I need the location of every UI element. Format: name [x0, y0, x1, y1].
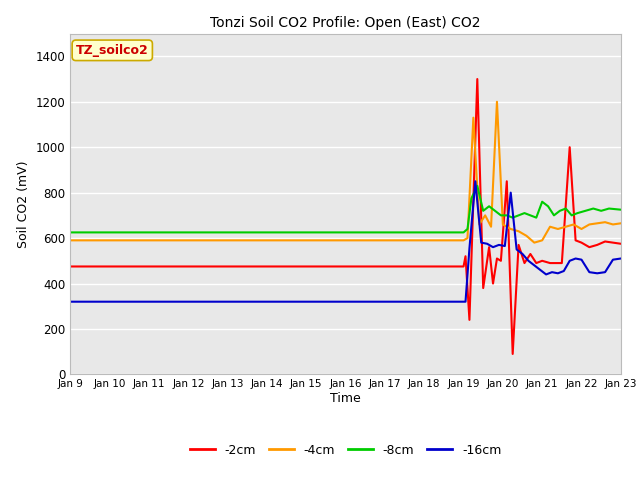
Y-axis label: Soil CO2 (mV): Soil CO2 (mV) [17, 160, 30, 248]
Text: TZ_soilco2: TZ_soilco2 [76, 44, 148, 57]
Title: Tonzi Soil CO2 Profile: Open (East) CO2: Tonzi Soil CO2 Profile: Open (East) CO2 [211, 16, 481, 30]
Legend: -2cm, -4cm, -8cm, -16cm: -2cm, -4cm, -8cm, -16cm [185, 439, 506, 462]
X-axis label: Time: Time [330, 392, 361, 405]
